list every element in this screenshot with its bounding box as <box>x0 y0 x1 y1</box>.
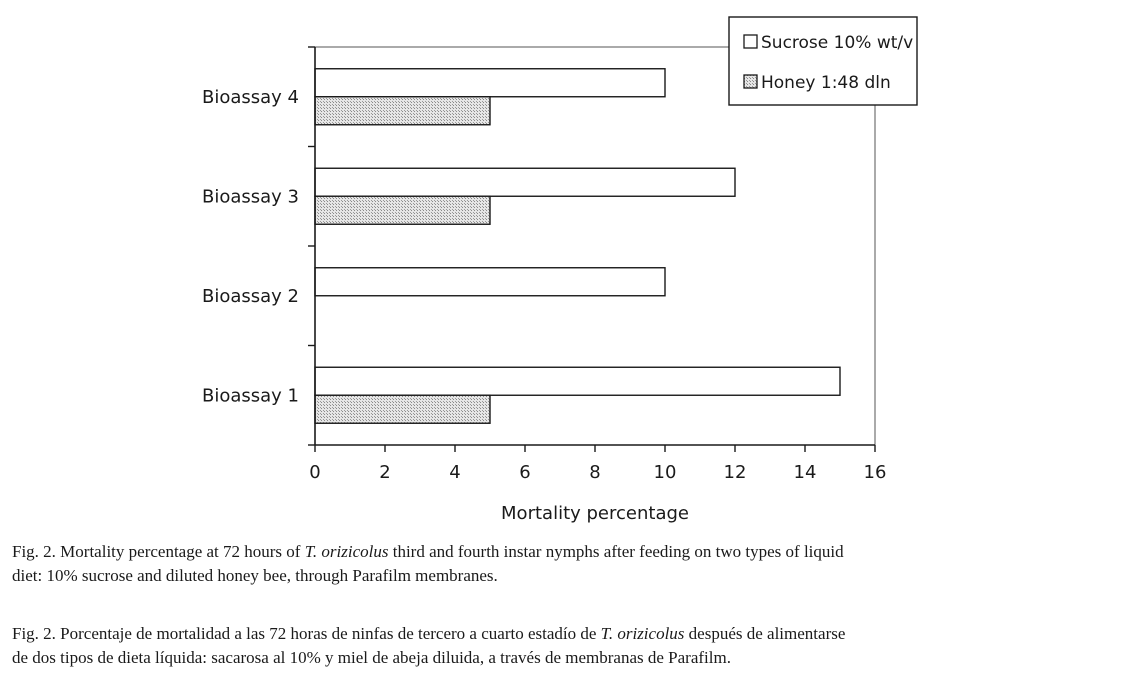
bar-honey-1 <box>314 394 491 424</box>
legend: Sucrose 10% wt/v Honey 1:48 dln <box>728 16 918 106</box>
caption-es-text-a: Fig. 2. Porcentaje de mortalidad a las 7… <box>12 624 601 643</box>
caption-es-line2: de dos tipos de dieta líquida: sacarosa … <box>12 648 731 667</box>
legend-swatch <box>743 34 758 49</box>
y-category-label: Bioassay 2 <box>202 286 299 307</box>
bars-group <box>314 68 841 424</box>
bar-honey-4 <box>314 96 491 126</box>
y-category-label: Bioassay 1 <box>202 385 299 406</box>
bar-sucrose-3 <box>314 167 736 197</box>
caption-en-text-b: third and fourth instar nymphs after fee… <box>388 542 844 561</box>
figure-caption-spanish: Fig. 2. Porcentaje de mortalidad a las 7… <box>12 622 1122 670</box>
caption-en-species: T. orizicolus <box>304 542 389 561</box>
bar-sucrose-2 <box>314 267 666 297</box>
legend-swatch <box>743 74 758 89</box>
legend-label: Honey 1:48 dln <box>761 73 891 93</box>
x-tick-label: 2 <box>379 462 390 483</box>
axes-group: Bioassay 1 Bioassay 2 Bioassay 3 Bioassay 4… <box>202 46 887 524</box>
y-category-label: Bioassay 4 <box>202 87 299 108</box>
caption-es-species: T. orizicolus <box>600 624 685 643</box>
x-tick-label: 10 <box>654 462 677 483</box>
legend-label: Sucrose 10% wt/v <box>761 33 913 53</box>
bar-sucrose-4 <box>314 68 666 98</box>
legend-box <box>728 16 918 106</box>
x-axis-title: Mortality percentage <box>501 503 689 524</box>
bar-honey-3 <box>314 195 491 225</box>
caption-es-text-b: después de alimentarse <box>684 624 846 643</box>
bar-chart: Bioassay 1 Bioassay 2 Bioassay 3 Bioassay 4… <box>202 16 918 524</box>
bar-sucrose-1 <box>314 366 841 396</box>
x-tick-label: 8 <box>589 462 600 483</box>
caption-en-line2: diet: 10% sucrose and diluted honey bee,… <box>12 566 498 585</box>
x-tick-label: 14 <box>794 462 817 483</box>
caption-en-text-a: Fig. 2. Mortality percentage at 72 hours… <box>12 542 305 561</box>
figure-caption-english: Fig. 2. Mortality percentage at 72 hours… <box>12 540 1122 588</box>
x-tick-label: 0 <box>309 462 320 483</box>
y-category-label: Bioassay 3 <box>202 186 299 207</box>
x-tick-label: 16 <box>864 462 887 483</box>
x-tick-label: 12 <box>724 462 747 483</box>
x-tick-label: 6 <box>519 462 530 483</box>
x-tick-label: 4 <box>449 462 460 483</box>
